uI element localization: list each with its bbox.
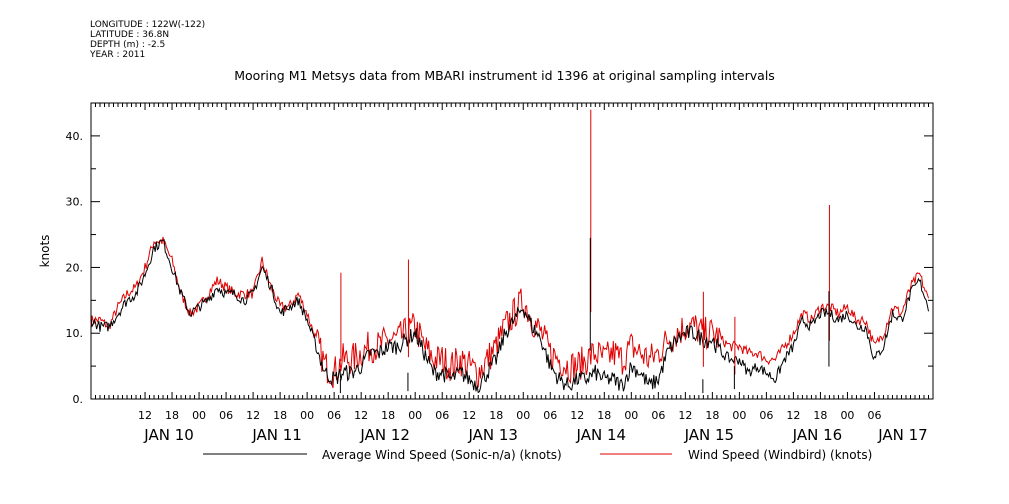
x-tick-label: 12	[786, 409, 800, 422]
y-tick-label: 0.	[73, 393, 84, 406]
longitude-label: LONGITUDE : 122W(-122)	[90, 20, 206, 30]
x-day-label: JAN 17	[877, 426, 928, 444]
latitude-label: LATITUDE : 36.8N	[90, 30, 170, 40]
x-day-label: JAN 15	[684, 426, 735, 444]
series-average-wind-speed-line	[90, 239, 929, 394]
legend: Average Wind Speed (Sonic-n/a) (knots) W…	[203, 448, 872, 462]
x-day-label: JAN 16	[792, 426, 843, 444]
x-tick-label: 00	[408, 409, 422, 422]
x-tick-label: 00	[516, 409, 530, 422]
depth-label: DEPTH (m) : -2.5	[90, 40, 166, 50]
x-tick-label: 18	[489, 409, 503, 422]
x-day-label: JAN 10	[143, 426, 194, 444]
metadata-block: LONGITUDE : 122W(-122) LATITUDE : 36.8N …	[90, 20, 205, 60]
x-day-label: JAN 14	[576, 426, 627, 444]
y-tick-label: 40.	[66, 130, 84, 143]
x-tick-label: 00	[732, 409, 746, 422]
x-tick-label: 06	[651, 409, 665, 422]
x-tick-label: 12	[354, 409, 368, 422]
x-tick-label: 00	[192, 409, 206, 422]
legend-black-text: Average Wind Speed (Sonic-n/a) (knots)	[322, 448, 562, 462]
x-day-label: JAN 12	[359, 426, 410, 444]
x-tick-label: 00	[840, 409, 854, 422]
legend-red-text: Wind Speed (Windbird) (knots)	[688, 448, 872, 462]
x-tick-label: 00	[300, 409, 314, 422]
x-tick-label: 12	[570, 409, 584, 422]
x-tick-label: 06	[759, 409, 773, 422]
x-tick-label: 18	[597, 409, 611, 422]
x-tick-label: 06	[327, 409, 341, 422]
x-tick-label: 18	[381, 409, 395, 422]
x-tick-label: 18	[705, 409, 719, 422]
x-tick-label: 12	[138, 409, 152, 422]
x-tick-label: 06	[543, 409, 557, 422]
tick-group: 12 18 00 06 12 18 00 06 12 18 00 06 12 18 00 06 12 18 00 06…	[66, 103, 934, 444]
chart-title: Mooring M1 Metsys data from MBARI instru…	[234, 68, 775, 83]
x-tick-label: 18	[165, 409, 179, 422]
y-tick-label: 10.	[66, 327, 84, 340]
x-tick-label: 12	[246, 409, 260, 422]
x-tick-label: 06	[219, 409, 233, 422]
series-group	[90, 109, 929, 394]
x-tick-label: 12	[678, 409, 692, 422]
year-label: YEAR : 2011	[90, 50, 146, 60]
x-day-label: JAN 13	[467, 426, 518, 444]
y-tick-label: 30.	[66, 196, 84, 209]
x-tick-label: 12	[462, 409, 476, 422]
x-day-label: JAN 11	[251, 426, 302, 444]
x-tick-label: 18	[273, 409, 287, 422]
x-tick-label: 06	[435, 409, 449, 422]
x-tick-label: 06	[867, 409, 881, 422]
y-tick-label: 20.	[66, 261, 84, 274]
x-tick-label: 18	[813, 409, 827, 422]
series-windbird-wind-speed-line	[90, 236, 929, 389]
x-tick-label: 00	[624, 409, 638, 422]
plot-frame	[90, 102, 934, 400]
y-axis-label: knots	[38, 235, 52, 268]
